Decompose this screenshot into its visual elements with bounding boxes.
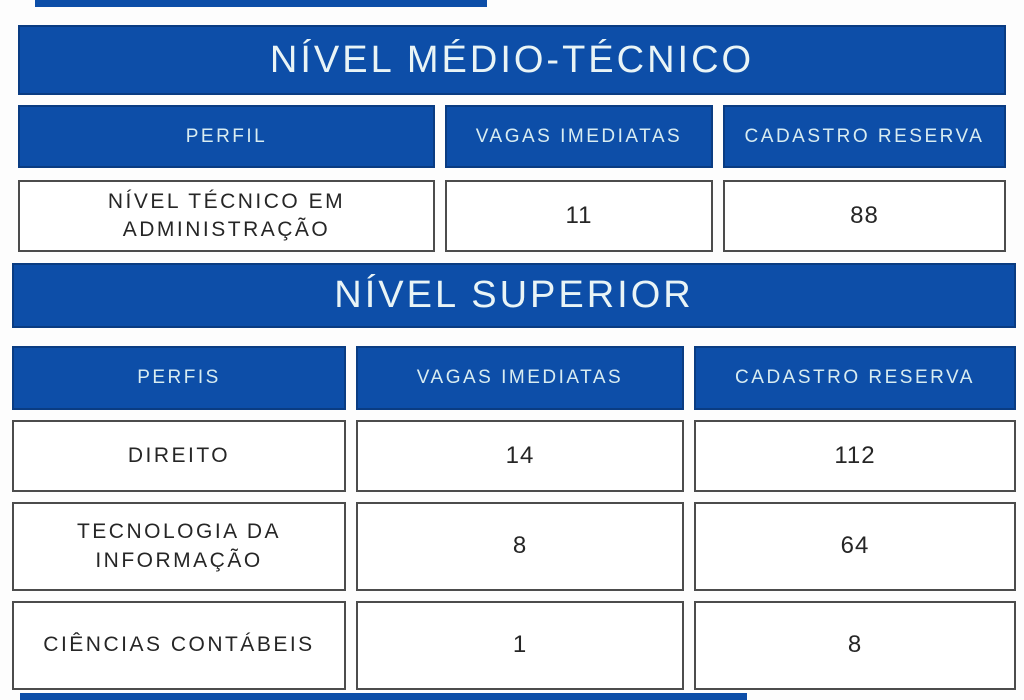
cell-direito-reserva: 112 — [694, 420, 1016, 492]
cell-tecnologia-informacao-vagas: 8 — [356, 502, 684, 591]
cell-ciencias-contabeis-reserva: 8 — [694, 601, 1016, 690]
cell-tecnico-administracao-reserva: 88 — [723, 180, 1006, 252]
header-cell-vagas-imediatas: VAGAS IMEDIATAS — [445, 105, 713, 168]
cell-ciencias-contabeis-perfil: CIÊNCIAS CONTÁBEIS — [12, 601, 346, 690]
header-cell-vagas-imediatas-superior: VAGAS IMEDIATAS — [356, 346, 684, 410]
cell-tecnologia-informacao-perfil: TECNOLOGIA DA INFORMAÇÃO — [12, 502, 346, 591]
cell-ciencias-contabeis-vagas: 1 — [356, 601, 684, 690]
cell-direito-vagas: 14 — [356, 420, 684, 492]
header-cell-perfil: PERFIL — [18, 105, 435, 168]
section-title-medio-tecnico: NÍVEL MÉDIO-TÉCNICO — [18, 25, 1006, 95]
header-cell-cadastro-reserva-superior: CADASTRO RESERVA — [694, 346, 1016, 410]
cell-tecnologia-informacao-reserva: 64 — [694, 502, 1016, 591]
section-title-medio-tecnico-label: NÍVEL MÉDIO-TÉCNICO — [269, 38, 755, 81]
header-cell-cadastro-reserva: CADASTRO RESERVA — [723, 105, 1006, 168]
header-cell-perfis: PERFIS — [12, 346, 346, 410]
section-title-nivel-superior-label: NÍVEL SUPERIOR — [334, 274, 694, 316]
top-blue-strip — [35, 0, 487, 7]
cell-tecnico-administracao-perfil: NÍVEL TÉCNICO EM ADMINISTRAÇÃO — [18, 180, 435, 252]
section-title-nivel-superior: NÍVEL SUPERIOR — [12, 263, 1016, 328]
table-medio-tecnico: PERFIL VAGAS IMEDIATAS CADASTRO RESERVA … — [18, 105, 1006, 252]
table-nivel-superior: PERFIS VAGAS IMEDIATAS CADASTRO RESERVA … — [12, 346, 1016, 690]
bottom-blue-strip — [20, 693, 747, 700]
cell-tecnico-administracao-vagas: 11 — [445, 180, 713, 252]
cell-direito-perfil: DIREITO — [12, 420, 346, 492]
